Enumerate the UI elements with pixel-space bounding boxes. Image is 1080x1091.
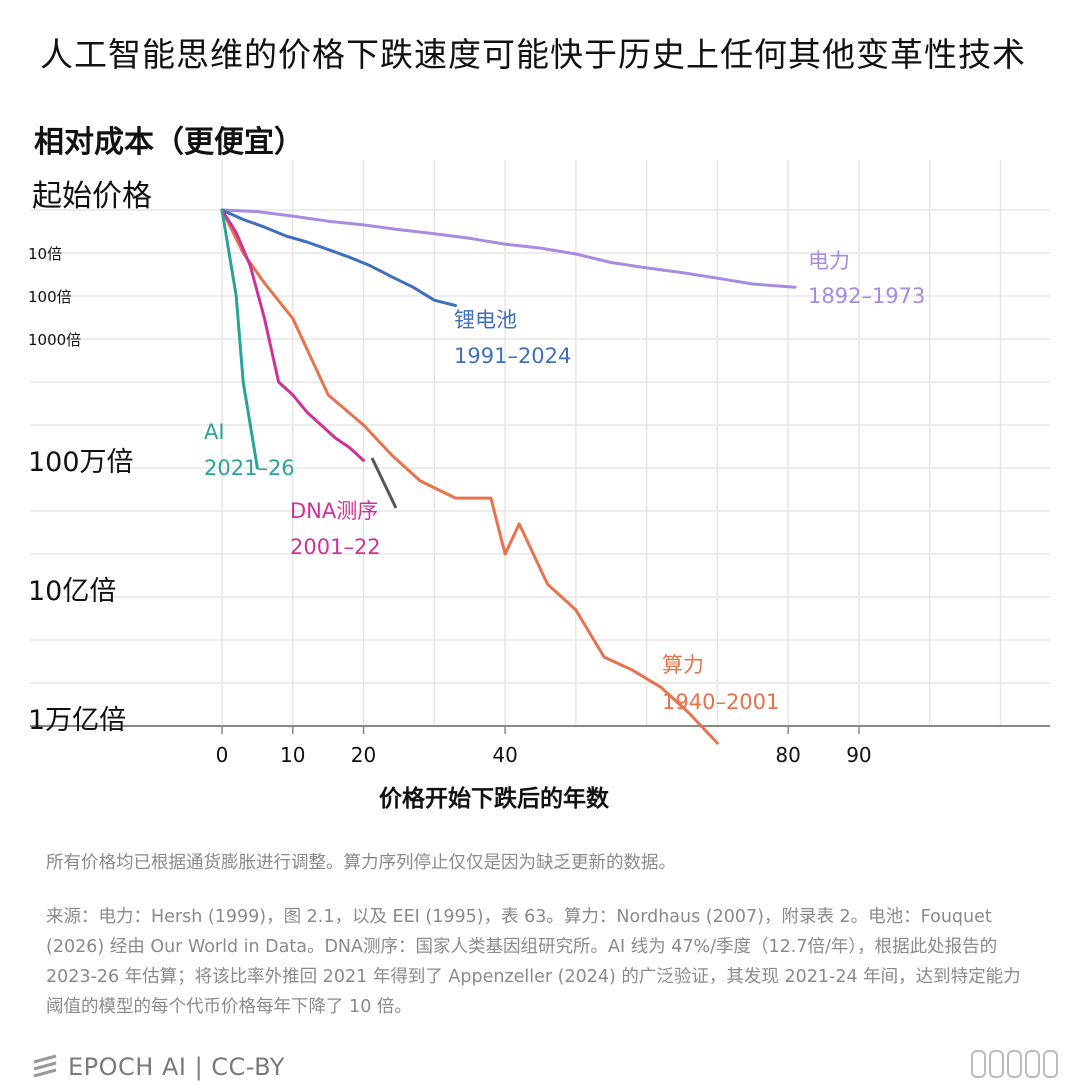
label-dna-years: 2001–22	[290, 535, 381, 559]
x-tick-label: 0	[216, 743, 229, 767]
y-tick-label: 10倍	[28, 245, 62, 263]
series-line-锂电池	[220, 208, 457, 307]
x-tick-label: 20	[351, 743, 376, 767]
brand: EPOCH AI | CC-BY	[30, 1052, 285, 1082]
label-dna: DNA测序	[290, 499, 378, 523]
series-line-DNA测序	[220, 208, 365, 462]
y-axis-top-label: 起始价格	[32, 179, 152, 214]
epoch-logo-icon	[33, 1054, 57, 1078]
x-axis-title: 价格开始下跌后的年数	[379, 785, 610, 812]
series-labels: 电力 1892–1973 锂电池 1991–2024 算力 1940–2001 DNA测序 2…	[204, 249, 925, 714]
x-tick-label: 10	[280, 743, 305, 767]
watermark-bar	[1007, 1050, 1022, 1078]
y-axis-title: 相对成本（更便宜）	[34, 125, 304, 160]
label-battery: 锂电池	[454, 308, 517, 332]
x-tick-label: 80	[775, 743, 800, 767]
chart: 相对成本（更便宜） 起始价格 10倍 100倍 1000倍 100万倍 10亿倍 1万亿倍 0 1…	[28, 125, 1050, 812]
label-ai-years: 2021–26	[204, 456, 295, 480]
watermark-bar	[1025, 1050, 1040, 1078]
label-ai: AI	[204, 420, 225, 444]
watermark-bar	[971, 1050, 986, 1078]
y-tick-label: 1000倍	[28, 331, 81, 349]
y-tick-label: 1万亿倍	[28, 705, 126, 736]
chart-title: 人工智能思维的价格下跌速度可能快于历史上任何其他变革性技术	[40, 35, 1026, 74]
label-battery-years: 1991–2024	[454, 344, 571, 368]
grid	[30, 160, 1050, 727]
y-tick-label: 10亿倍	[28, 576, 116, 607]
series-line-算力	[220, 208, 719, 745]
series-line-电力	[220, 208, 797, 289]
x-tick-label: 40	[492, 743, 517, 767]
series	[220, 208, 797, 745]
x-tick-label: 90	[846, 743, 871, 767]
label-electricity: 电力	[808, 249, 850, 273]
brand-label: EPOCH AI | CC-BY	[68, 1053, 285, 1081]
label-electricity-years: 1892–1973	[808, 284, 925, 308]
watermark-bar	[1043, 1050, 1058, 1078]
axes: 相对成本（更便宜） 起始价格 10倍 100倍 1000倍 100万倍 10亿倍 1万亿倍 0 1…	[28, 125, 1050, 812]
watermark-bar	[989, 1050, 1004, 1078]
label-compute-years: 1940–2001	[662, 690, 779, 714]
series-line-AI	[220, 208, 259, 470]
watermark-bars	[971, 1050, 1058, 1078]
dna-extension-line	[370, 457, 398, 509]
footnote-sources: 来源：电力：Hersh (1999)，图 2.1，以及 EEI (1995)，表…	[46, 907, 1021, 1017]
label-compute: 算力	[662, 653, 704, 677]
y-tick-label: 100倍	[28, 288, 72, 306]
y-tick-label: 100万倍	[28, 447, 134, 478]
footnote-inflation: 所有价格均已根据通货膨胀进行调整。算力序列停止仅仅是因为缺乏更新的数据。	[46, 853, 676, 873]
